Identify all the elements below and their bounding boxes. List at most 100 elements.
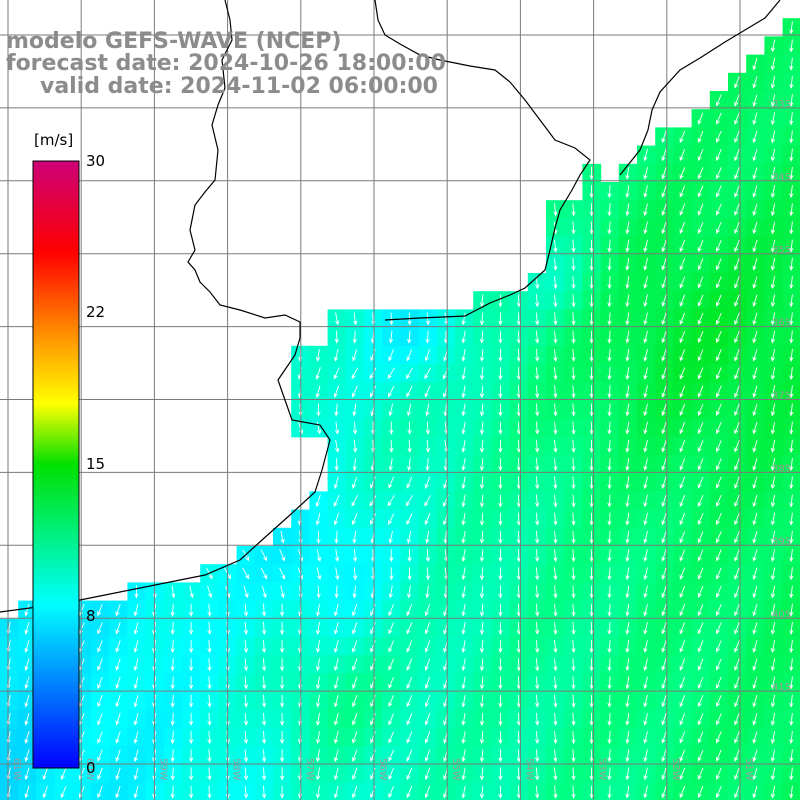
wind-arrow [335,439,340,453]
wind-arrow [697,112,704,125]
wind-arrow [479,294,485,308]
wind-arrow [770,585,776,599]
wind-arrow [571,512,576,526]
wind-arrow [424,640,431,653]
wind-arrow [770,403,776,417]
wind-arrow [697,185,704,198]
wind-arrow [243,585,249,599]
wind-arrow [752,330,758,344]
wind-arrow [643,367,648,380]
wind-arrow [498,749,503,763]
wind-arrow [461,785,466,799]
wind-arrow [697,422,704,435]
wind-arrow [133,785,139,799]
wind-arrow [498,694,503,708]
wind-arrow [315,749,321,763]
wind-arrow [715,349,722,362]
wind-arrow [752,676,758,690]
wind-arrow [571,239,576,253]
wind-arrow [571,476,576,490]
wind-arrow [752,94,758,107]
wind-arrow [553,785,558,799]
wind-arrow [589,166,594,180]
wind-arrow [679,403,686,417]
wind-arrow [607,530,612,544]
wind-arrow [789,421,794,435]
wind-arrow [589,294,594,308]
wind-arrow [770,57,776,71]
wind-arrow [789,439,794,453]
wind-arrow [535,476,540,490]
wind-arrow [697,367,704,380]
wind-arrow [734,494,740,508]
wind-arrow [189,585,194,599]
wind-arrow [352,785,358,799]
wind-arrow [535,749,540,763]
wind-arrow [643,403,648,417]
wind-arrow [461,658,466,672]
wind-arrow [170,621,175,635]
wind-arrow [789,294,794,308]
wind-arrow [789,94,794,108]
wind-arrow [752,167,758,180]
wind-arrow [351,367,359,380]
wind-arrow [697,258,704,271]
wind-arrow [406,603,413,617]
wind-arrow [370,513,377,526]
wind-arrow [770,494,776,508]
wind-arrow [697,567,704,580]
wind-arrow [752,148,758,162]
lon-label: 59W [157,758,168,781]
wind-arrow [661,330,667,344]
wind-arrow [697,403,704,416]
wind-arrow [406,731,413,744]
wind-arrow [789,585,794,599]
wind-arrow [407,439,412,453]
wind-arrow [553,530,558,544]
wind-arrow [752,403,758,417]
wind-arrow [170,731,175,745]
wind-arrow [789,257,794,271]
wind-arrow [188,603,194,617]
wind-arrow [661,749,667,762]
wind-arrow [607,221,612,235]
wind-arrow [715,695,722,708]
wind-arrow [607,257,612,271]
wind-arrow [679,312,686,326]
wind-arrow [333,512,340,526]
wind-arrow [661,567,667,580]
lat-label: 38S [772,464,791,475]
lat-label: 41S [772,682,791,693]
wind-arrow [388,403,394,417]
wind-arrow [715,567,722,580]
wind-arrow [715,112,722,125]
wind-arrow [553,330,558,344]
wind-arrow [607,385,612,399]
wind-arrow [279,640,285,654]
coastline-north [374,0,591,321]
wind-arrow [571,731,576,745]
lon-label: 54W [523,758,534,781]
wind-arrow [424,731,431,744]
wind-arrow [315,494,321,508]
wind-arrow [207,621,212,635]
wind-arrow [498,603,503,617]
wind-arrow [607,294,612,308]
wind-arrow [280,530,285,544]
wind-arrow [770,458,776,472]
wind-arrow [789,385,794,399]
wind-arrow [498,549,503,563]
wind-arrow [316,567,322,581]
wind-arrow [334,530,339,544]
wind-arrow [643,476,648,490]
wind-arrow [661,512,667,526]
wind-arrow [607,494,612,508]
wind-arrow [316,530,321,544]
wind-arrow [334,330,339,344]
wind-arrow [279,621,285,635]
wind-arrow [388,749,395,762]
wind-arrow [607,512,612,526]
wind-arrow [789,458,794,472]
wind-arrow [643,640,648,653]
wind-arrow [589,694,594,708]
